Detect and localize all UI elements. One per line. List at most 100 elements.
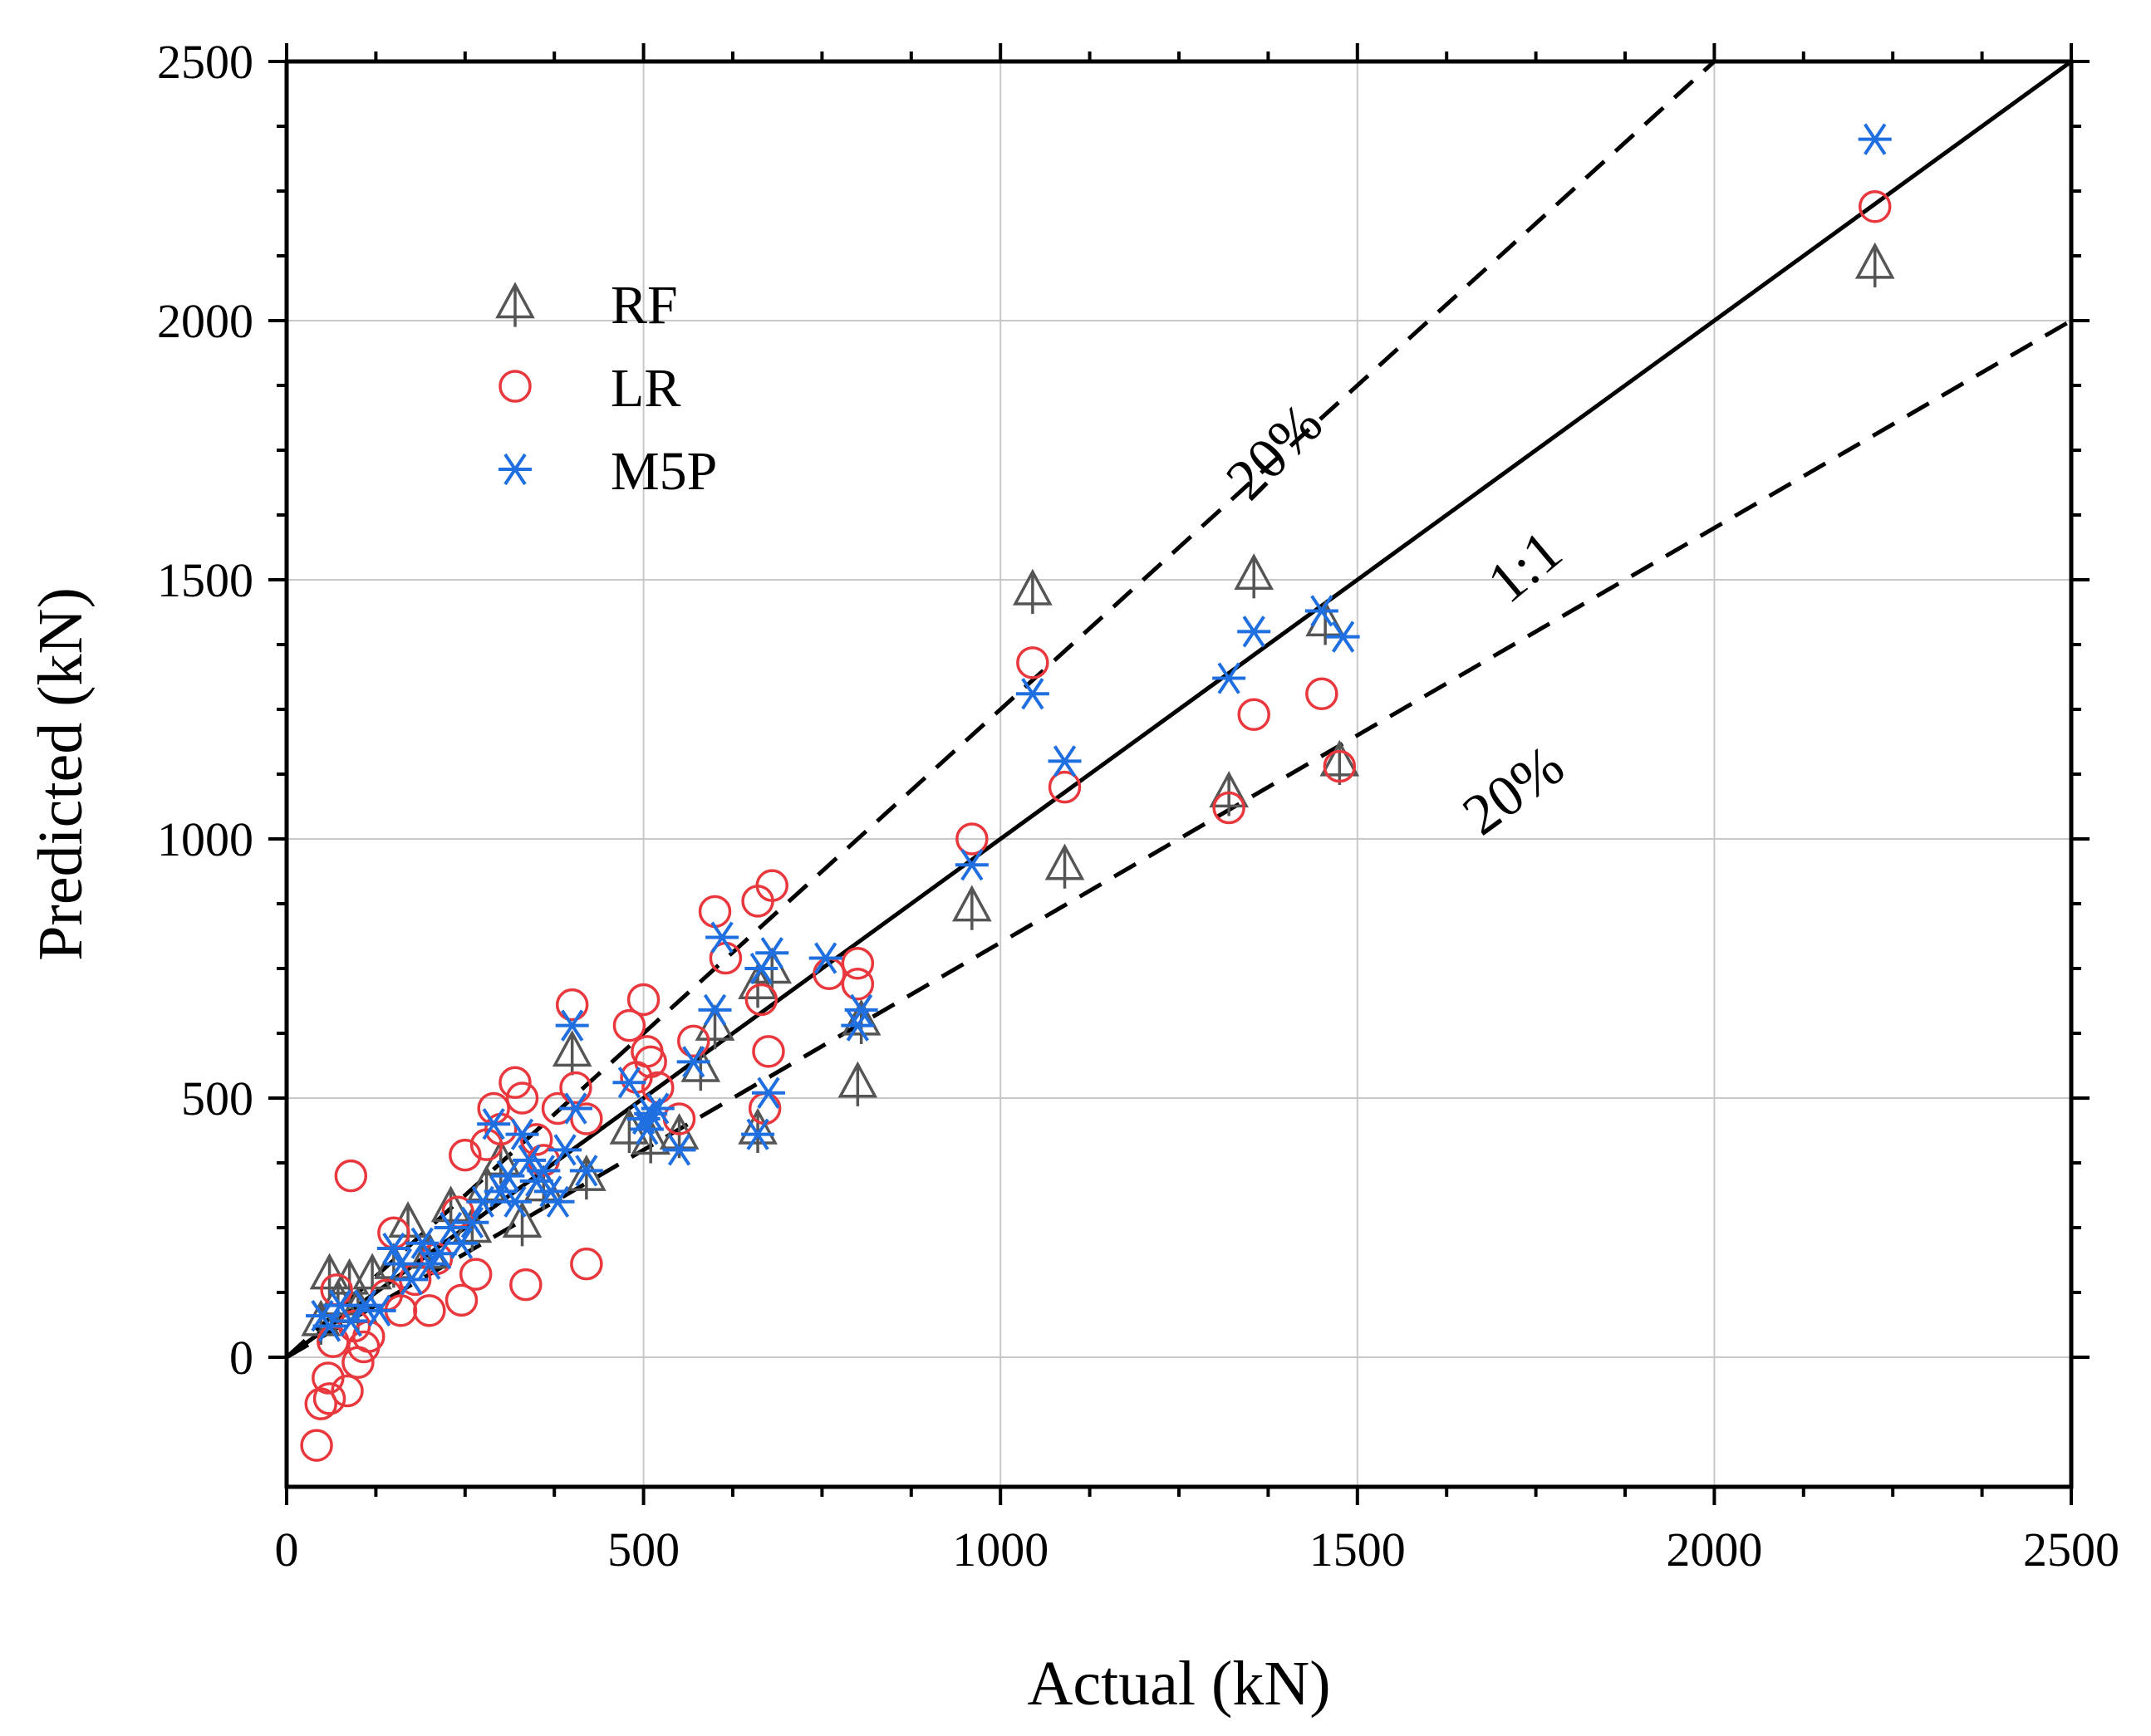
data-point-lr <box>509 1268 543 1302</box>
y-tick-label: 2000 <box>157 294 253 348</box>
data-point-lr <box>459 1258 493 1291</box>
data-point-rf <box>1854 242 1895 287</box>
data-point-m5p <box>676 1046 710 1078</box>
y-tick-label: 2500 <box>157 35 253 89</box>
data-point-m5p <box>1326 620 1360 653</box>
data-point-lr <box>519 1123 553 1156</box>
x-tick-labels: 0 500 1000 1500 2000 2500 <box>275 1523 2120 1577</box>
x-tick-label: 1500 <box>1309 1523 1406 1577</box>
data-point-m5p <box>444 1227 479 1259</box>
data-point-lr <box>413 1294 446 1327</box>
data-point-m5p <box>955 849 989 881</box>
data-point-m5p <box>569 1155 603 1187</box>
data-point-rf <box>567 1154 607 1200</box>
data-point-rf <box>837 1061 878 1106</box>
data-point-m5p <box>541 1185 575 1218</box>
y-tick-label: 1500 <box>157 553 253 607</box>
data-point-m5p <box>741 1118 775 1150</box>
data-point-m5p <box>527 1155 561 1187</box>
data-point-m5p <box>698 993 732 1027</box>
data-point-m5p <box>334 1305 368 1337</box>
data-point-m5p <box>558 1092 592 1125</box>
data-point-lr <box>755 869 789 902</box>
legend-marker-rf <box>495 282 535 327</box>
reference-line-plus-20 <box>287 61 1718 1359</box>
legend-label-m5p: M5P <box>611 441 717 502</box>
x-tick-label: 2500 <box>2023 1523 2119 1577</box>
data-point-rf <box>1013 568 1053 615</box>
data-point-lr <box>300 1429 333 1462</box>
data-point-lr <box>559 1071 592 1105</box>
data-point-lr <box>1048 770 1082 804</box>
axis-ticks <box>268 43 2090 1505</box>
y-tick-label: 0 <box>229 1331 253 1385</box>
data-point-rf <box>1044 843 1085 889</box>
data-point-m5p <box>1237 615 1271 648</box>
data-point-m5p <box>808 942 842 974</box>
data-point-rf <box>1319 739 1360 785</box>
data-points <box>300 123 1895 1462</box>
data-point-lr <box>955 822 989 856</box>
legend-marker-m5p <box>498 453 532 486</box>
data-point-lr <box>744 983 778 1017</box>
data-point-lr <box>444 1283 479 1317</box>
data-point-m5p <box>395 1263 429 1296</box>
x-tick-label: 0 <box>275 1523 299 1577</box>
data-point-m5p <box>455 1206 489 1238</box>
x-tick-label: 500 <box>607 1523 680 1577</box>
data-point-lr <box>331 1374 364 1408</box>
data-point-m5p <box>312 1310 346 1342</box>
x-tick-label: 1000 <box>952 1523 1048 1577</box>
data-point-lr <box>570 1247 603 1281</box>
y-axis-title: Predicted (kN) <box>26 587 96 961</box>
reference-lines <box>287 61 2071 1360</box>
data-point-m5p <box>755 937 789 969</box>
data-point-m5p <box>498 1185 532 1218</box>
data-point-lr <box>1323 749 1357 783</box>
legend: RF LR M5P <box>495 275 717 502</box>
data-point-lr <box>1858 189 1892 223</box>
data-point-lr <box>1212 791 1245 825</box>
legend-marker-lr <box>498 370 532 403</box>
data-point-m5p <box>1858 123 1892 155</box>
data-point-lr <box>676 1024 710 1058</box>
data-point-lr <box>841 947 875 980</box>
data-point-m5p <box>477 1108 511 1140</box>
y-tick-label: 500 <box>181 1072 253 1125</box>
data-point-m5p <box>844 993 878 1027</box>
data-point-m5p <box>751 1076 785 1109</box>
legend-label-lr: LR <box>611 358 680 419</box>
data-point-m5p <box>555 1009 589 1042</box>
data-point-lr <box>352 1320 386 1353</box>
data-point-rf <box>552 1030 592 1076</box>
legend-label-rf: RF <box>611 275 678 336</box>
data-point-m5p <box>705 921 739 954</box>
data-point-m5p <box>1015 678 1049 710</box>
reference-line-minus-20 <box>287 318 2071 1360</box>
x-tick-label: 2000 <box>1666 1523 1762 1577</box>
data-point-lr <box>626 983 661 1017</box>
reference-line-1:1 <box>287 61 2071 1360</box>
data-point-lr <box>304 1387 337 1420</box>
y-tick-label: 1000 <box>157 812 253 866</box>
data-point-m5p <box>1212 662 1246 694</box>
data-point-m5p <box>612 1067 646 1099</box>
y-tick-labels: 0 500 1000 1500 2000 2500 <box>157 35 253 1385</box>
data-point-lr <box>498 1066 532 1100</box>
data-point-m5p <box>362 1294 396 1327</box>
data-point-lr <box>570 1102 603 1135</box>
data-point-m5p <box>1304 595 1338 627</box>
data-point-lr <box>449 1138 482 1172</box>
data-point-lr <box>505 1081 539 1115</box>
data-point-lr <box>612 1008 646 1042</box>
plot-background <box>287 61 2071 1487</box>
data-point-m5p <box>505 1118 539 1150</box>
data-point-lr <box>334 1159 368 1193</box>
data-point-lr <box>1305 677 1338 711</box>
data-point-lr <box>634 1045 667 1079</box>
data-point-lr <box>312 1382 346 1415</box>
x-axis-title: Actual (kN) <box>1027 1649 1330 1719</box>
data-point-m5p <box>376 1232 410 1265</box>
data-point-m5p <box>548 1134 582 1166</box>
